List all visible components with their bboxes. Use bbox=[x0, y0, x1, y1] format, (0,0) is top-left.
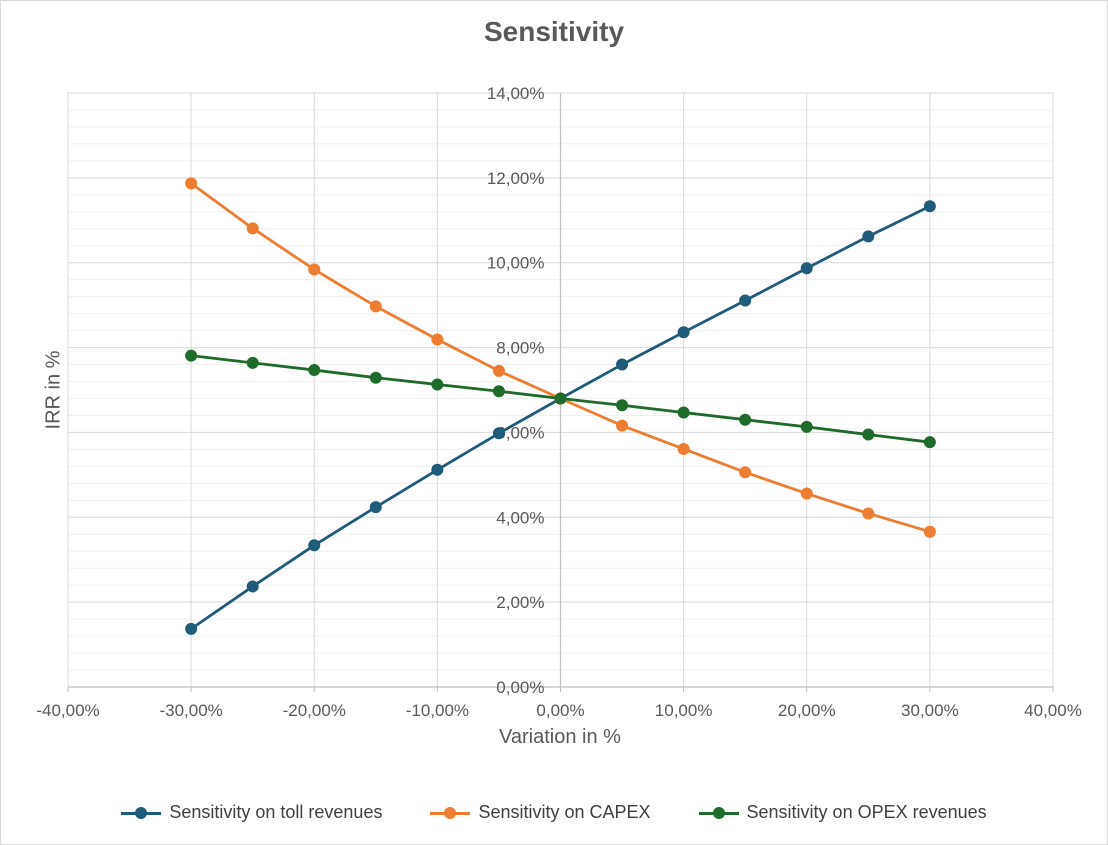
data-point-toll bbox=[923, 200, 936, 213]
data-point-toll bbox=[185, 622, 198, 635]
data-point-capex bbox=[677, 442, 690, 455]
data-point-capex bbox=[431, 333, 444, 346]
x-tick-label: 20,00% bbox=[778, 701, 836, 720]
data-point-toll bbox=[616, 358, 629, 371]
data-point-opex bbox=[554, 392, 567, 405]
data-point-opex bbox=[369, 371, 382, 384]
data-point-capex bbox=[923, 525, 936, 538]
data-point-opex bbox=[739, 413, 752, 426]
x-tick-label: 0,00% bbox=[536, 701, 584, 720]
x-tick-label: -20,00% bbox=[283, 701, 346, 720]
y-tick-label: 8,00% bbox=[496, 339, 544, 358]
data-point-toll bbox=[862, 230, 875, 243]
data-point-opex bbox=[616, 399, 629, 412]
data-point-opex bbox=[308, 364, 321, 377]
data-point-capex bbox=[492, 364, 505, 377]
legend-marker-capex bbox=[430, 806, 471, 820]
data-point-capex bbox=[369, 300, 382, 313]
y-tick-label: 0,00% bbox=[496, 678, 544, 697]
data-point-opex bbox=[800, 420, 813, 433]
y-tick-label: 10,00% bbox=[487, 254, 545, 273]
legend-item-capex[interactable]: Sensitivity on CAPEX bbox=[430, 802, 651, 823]
legend-marker-opex bbox=[698, 806, 739, 820]
legend: Sensitivity on toll revenues Sensitivity… bbox=[0, 802, 1108, 823]
data-point-capex bbox=[800, 487, 813, 500]
data-point-capex bbox=[862, 507, 875, 520]
data-point-opex bbox=[677, 406, 690, 419]
data-point-toll bbox=[369, 501, 382, 514]
chart-title: Sensitivity bbox=[483, 16, 625, 47]
legend-dot-capex bbox=[444, 806, 457, 819]
data-point-capex bbox=[616, 419, 629, 432]
data-point-capex bbox=[185, 177, 198, 190]
x-tick-label: -30,00% bbox=[159, 701, 222, 720]
legend-dot-toll bbox=[135, 806, 148, 819]
data-point-opex bbox=[185, 349, 198, 362]
data-point-toll bbox=[800, 262, 813, 275]
x-tick-label: -10,00% bbox=[406, 701, 469, 720]
data-point-toll bbox=[308, 539, 321, 552]
y-tick-label: 12,00% bbox=[487, 169, 545, 188]
x-tick-label: 10,00% bbox=[655, 701, 713, 720]
x-tick-label: 30,00% bbox=[901, 701, 959, 720]
data-point-opex bbox=[246, 356, 259, 369]
legend-label-toll: Sensitivity on toll revenues bbox=[169, 802, 383, 822]
x-tick-label: 40,00% bbox=[1024, 701, 1082, 720]
legend-dot-opex bbox=[712, 806, 725, 819]
data-point-opex bbox=[431, 378, 444, 391]
data-point-opex bbox=[492, 385, 505, 398]
legend-label-opex: Sensitivity on OPEX revenues bbox=[746, 802, 987, 822]
data-point-toll bbox=[492, 427, 505, 440]
legend-label-capex: Sensitivity on CAPEX bbox=[478, 802, 651, 822]
data-point-capex bbox=[739, 466, 752, 479]
y-tick-label: 4,00% bbox=[496, 508, 544, 527]
y-tick-label: 14,00% bbox=[487, 84, 545, 103]
legend-item-toll[interactable]: Sensitivity on toll revenues bbox=[121, 802, 382, 823]
data-point-toll bbox=[739, 294, 752, 307]
data-point-toll bbox=[677, 326, 690, 339]
legend-item-opex[interactable]: Sensitivity on OPEX revenues bbox=[698, 802, 987, 823]
data-point-opex bbox=[923, 436, 936, 449]
legend-marker-toll bbox=[121, 806, 162, 820]
data-point-toll bbox=[246, 580, 259, 593]
data-point-toll bbox=[431, 463, 444, 476]
data-point-capex bbox=[308, 263, 321, 276]
x-tick-label: -40,00% bbox=[36, 701, 99, 720]
data-point-opex bbox=[862, 428, 875, 441]
x-axis-label: Variation in % bbox=[499, 726, 621, 748]
data-point-capex bbox=[246, 222, 259, 235]
y-axis-label: IRR in % bbox=[42, 350, 65, 430]
y-tick-label: 2,00% bbox=[496, 593, 544, 612]
